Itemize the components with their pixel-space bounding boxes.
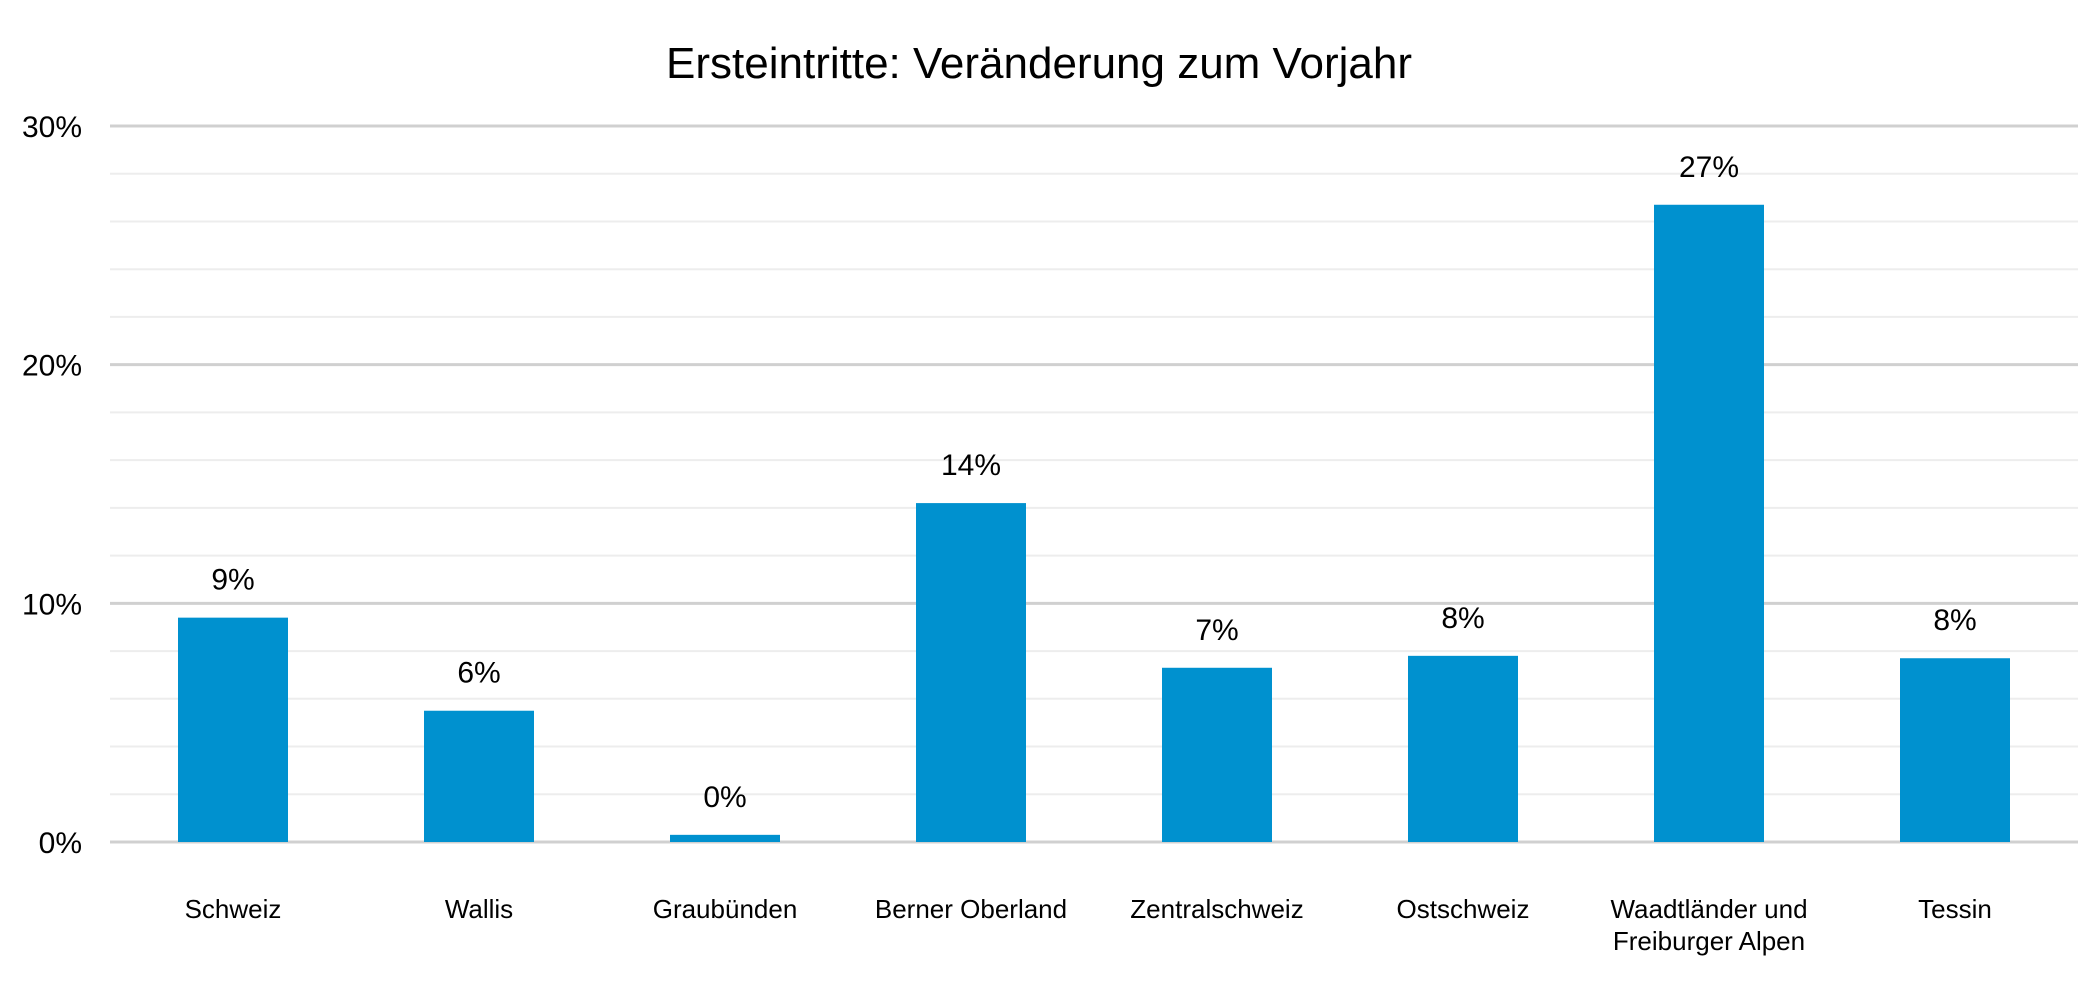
x-category-label: Schweiz [185,894,282,924]
x-category-label: Waadtländer und Freiburger Alpen [1610,894,1807,956]
x-category-label: Tessin [1918,894,1992,924]
chart-title: Ersteintritte: Veränderung zum Vorjahr [666,39,1412,88]
y-tick-label: 10% [22,588,82,621]
x-axis-category-labels: Schweiz Wallis Graubünden Berner Oberland Ze… [185,894,1992,956]
y-axis-tick-labels: 0% 10% 20% 30% [22,111,82,860]
y-tick-label: 0% [39,827,82,860]
y-tick-label: 20% [22,350,82,383]
bar [424,710,534,842]
x-category-label: Wallis [445,894,513,924]
data-label: 6% [457,657,500,690]
data-label: 8% [1933,604,1976,637]
bar [1162,667,1272,842]
data-label: 14% [941,449,1001,482]
data-label: 8% [1441,602,1484,635]
bar [178,617,288,842]
x-category-label: Graubünden [653,894,798,924]
data-label: 7% [1195,614,1238,647]
x-category-label: Ostschweiz [1397,894,1530,924]
data-label: 27% [1679,151,1739,184]
bar [1408,655,1518,842]
x-category-label: Berner Oberland [875,894,1067,924]
x-category-label: Zentralschweiz [1130,894,1303,924]
grid-layer [110,124,2078,844]
data-label: 0% [703,781,746,814]
data-label: 9% [211,564,254,597]
y-tick-label: 30% [22,111,82,144]
bar [1654,204,1764,842]
bar [670,834,780,842]
data-labels: 9% 6% 0% 14% 7% 8% 27% 8% [211,151,1976,814]
bar [1900,658,2010,842]
bar [916,503,1026,842]
bars [178,204,2010,842]
